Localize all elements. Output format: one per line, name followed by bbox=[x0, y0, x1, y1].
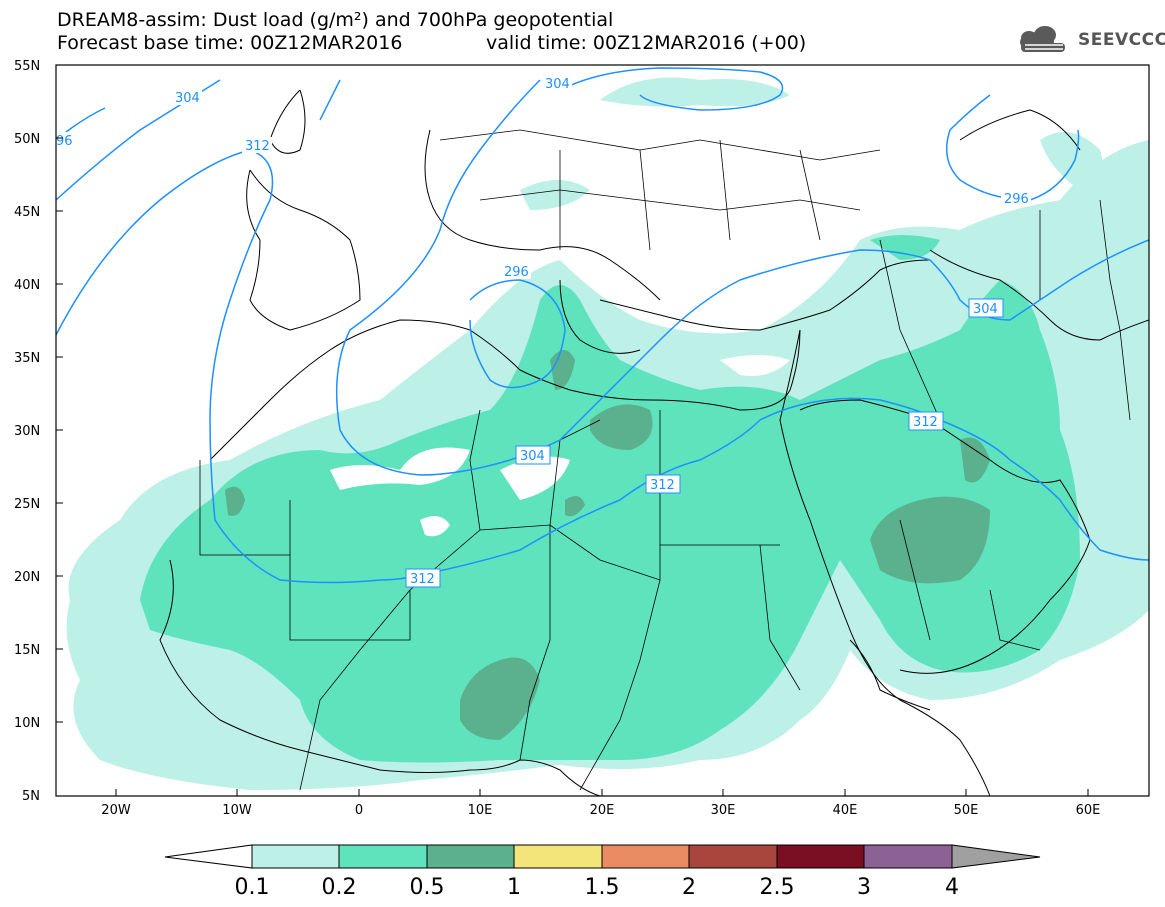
lon-label: 0 bbox=[355, 803, 363, 818]
svg-text:312: 312 bbox=[245, 139, 270, 154]
colorbar: 0.1 0.2 0.5 1 1.5 2 2.5 3 4 bbox=[164, 844, 1041, 900]
contour-label-304-caspian: 304 bbox=[968, 298, 1004, 318]
lat-label: 40N bbox=[14, 278, 40, 293]
lat-label: 20N bbox=[14, 570, 40, 585]
contour-label-312-sahel: 312 bbox=[405, 568, 441, 588]
lat-label: 5N bbox=[22, 789, 40, 804]
svg-text:96: 96 bbox=[56, 134, 73, 149]
valid-time: valid time: 00Z12MAR2016 (+00) bbox=[486, 32, 807, 54]
colorbar-label: 2.5 bbox=[760, 875, 795, 900]
colorbar-label: 4 bbox=[945, 875, 959, 900]
contour-labels: 304 96 312 304 296 296 bbox=[56, 75, 1031, 588]
contour-label-304-libya: 304 bbox=[515, 445, 551, 465]
forecast-base-time: Forecast base time: 00Z12MAR2016 bbox=[57, 32, 403, 54]
colorbar-segment bbox=[863, 844, 953, 869]
dust-dark-shading bbox=[225, 350, 990, 740]
svg-text:304: 304 bbox=[545, 77, 570, 92]
latitude-labels: 55N 50N 45N 40N 35N 30N 25N 20N 15N 10N … bbox=[14, 59, 40, 804]
map-field: 304 96 312 304 296 296 bbox=[56, 65, 1149, 796]
svg-text:312: 312 bbox=[650, 478, 675, 493]
lat-label: 10N bbox=[14, 716, 40, 731]
colorbar-label: 2 bbox=[682, 875, 696, 900]
seevccc-logo bbox=[1020, 26, 1065, 52]
svg-text:304: 304 bbox=[175, 91, 200, 106]
contour-label-312-egypt: 312 bbox=[645, 474, 681, 494]
colorbar-segment bbox=[338, 844, 428, 869]
lat-label: 30N bbox=[14, 424, 40, 439]
svg-text:304: 304 bbox=[973, 302, 998, 317]
colorbar-segment bbox=[776, 844, 865, 869]
dust-gaps bbox=[330, 355, 790, 537]
longitude-labels: 20W 10W 0 10E 20E 30E 40E 50E 60E bbox=[101, 803, 1100, 818]
colorbar-left-triangle bbox=[164, 844, 253, 869]
colorbar-segment bbox=[688, 844, 778, 869]
contour-label-296-italy: 296 bbox=[501, 263, 531, 280]
lon-label: 40E bbox=[833, 803, 858, 818]
lon-label: 30E bbox=[711, 803, 736, 818]
contour-label-304-n: 304 bbox=[542, 75, 572, 92]
colorbar-label: 0.1 bbox=[235, 875, 270, 900]
svg-text:312: 312 bbox=[913, 415, 938, 430]
lon-label: 20W bbox=[101, 803, 131, 818]
svg-text:296: 296 bbox=[1004, 192, 1029, 207]
colorbar-label: 1.5 bbox=[585, 875, 620, 900]
contour-label-312-iraq: 312 bbox=[908, 411, 944, 431]
svg-text:312: 312 bbox=[410, 572, 435, 587]
geopotential-contours bbox=[56, 67, 1149, 584]
lat-label: 15N bbox=[14, 643, 40, 658]
lat-label: 50N bbox=[14, 132, 40, 147]
colorbar-segment bbox=[513, 844, 603, 869]
colorbar-label: 0.5 bbox=[410, 875, 445, 900]
logo-text: SEEVCCC bbox=[1078, 30, 1165, 50]
map-title: DREAM8-assim: Dust load (g/m²) and 700hP… bbox=[57, 9, 614, 31]
contour-label-304-nw: 304 bbox=[172, 89, 202, 106]
country-borders bbox=[199, 129, 1131, 791]
colorbar-segment bbox=[601, 844, 690, 869]
lat-label: 55N bbox=[14, 59, 40, 74]
coastlines bbox=[159, 89, 1149, 796]
lon-label: 60E bbox=[1076, 803, 1101, 818]
contour-label-312-w: 312 bbox=[242, 137, 272, 154]
colorbar-segment bbox=[426, 844, 515, 869]
svg-text:296: 296 bbox=[504, 265, 529, 280]
colorbar-right-triangle bbox=[951, 844, 1041, 869]
contour-label-296-ne: 296 bbox=[1001, 190, 1031, 207]
lat-label: 25N bbox=[14, 497, 40, 512]
contour-label-296-w: 96 bbox=[56, 132, 74, 149]
lon-label: 10E bbox=[468, 803, 493, 818]
svg-text:304: 304 bbox=[520, 449, 545, 464]
colorbar-segment bbox=[251, 844, 340, 869]
colorbar-label: 0.2 bbox=[322, 875, 357, 900]
lat-label: 35N bbox=[14, 351, 40, 366]
lon-label: 10W bbox=[222, 803, 252, 818]
colorbar-label: 1 bbox=[507, 875, 521, 900]
lon-label: 20E bbox=[590, 803, 615, 818]
lat-label: 45N bbox=[14, 205, 40, 220]
axis-ticks bbox=[56, 64, 1089, 796]
lon-label: 50E bbox=[954, 803, 979, 818]
colorbar-label: 3 bbox=[857, 875, 871, 900]
